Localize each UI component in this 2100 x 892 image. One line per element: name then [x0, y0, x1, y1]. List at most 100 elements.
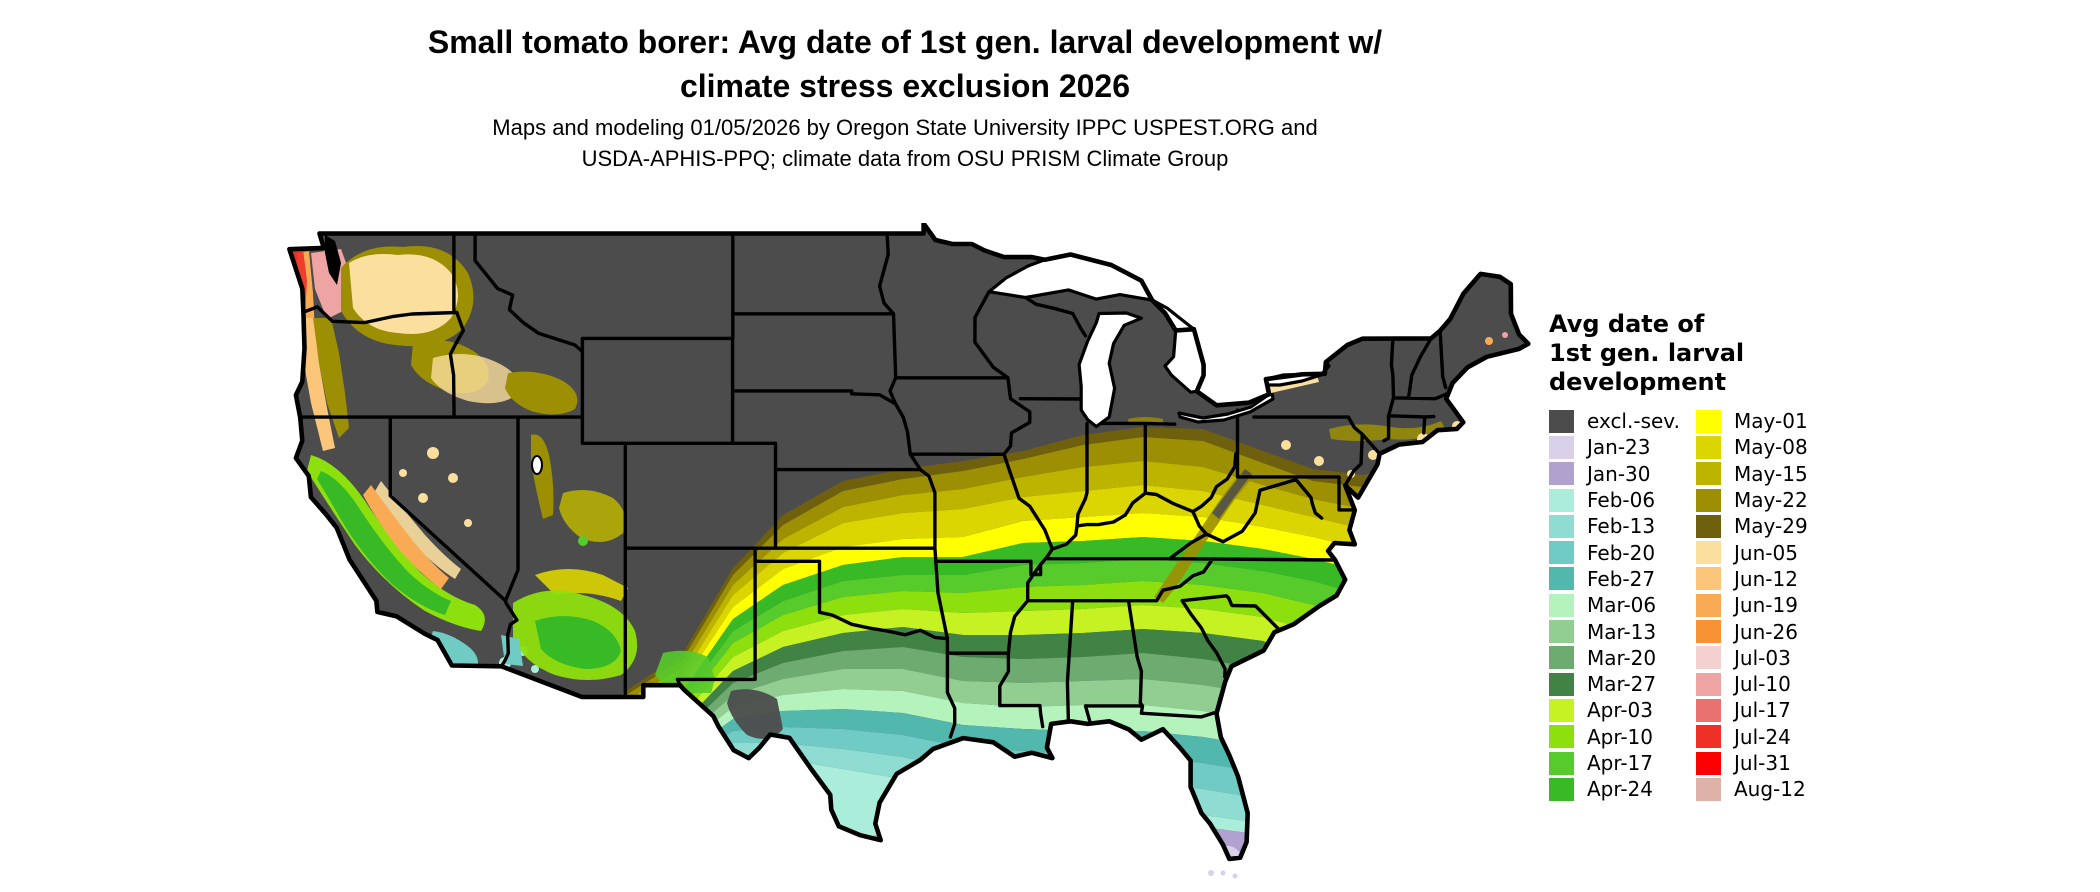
map-fill-layer: [289, 223, 1529, 859]
legend-swatch: [1696, 777, 1721, 801]
legend-label: Jun-05: [1734, 540, 1798, 565]
legend-swatch: [1696, 488, 1721, 512]
legend-label: May-29: [1734, 514, 1808, 539]
legend-swatch: [1549, 698, 1574, 722]
legend-row: May-08: [1696, 434, 1808, 460]
legend-row: excl.-sev.: [1549, 408, 1696, 434]
legend-swatch: [1549, 777, 1574, 801]
legend-label: Mar-27: [1587, 672, 1657, 697]
legend-row: Jun-05: [1696, 539, 1808, 565]
legend-swatch: [1549, 462, 1574, 486]
patch-new-mexico-green: [655, 650, 715, 693]
patch-maine-coast-pink-speck: [1502, 332, 1508, 338]
patch-canyonlands-green-speck: [578, 536, 588, 546]
patch-socal-coast-teal: [429, 631, 478, 669]
legend-row: Jul-31: [1696, 750, 1808, 776]
patch-idaho-olive: [505, 371, 578, 415]
legend-columns: excl.-sev. Jan-23 Jan-30 Feb-06: [1549, 408, 1909, 802]
legend-label: Jun-19: [1734, 593, 1798, 618]
state-borders: [298, 231, 1448, 739]
date-band-jan-30: [623, 823, 1529, 859]
legend-swatch: [1696, 725, 1721, 749]
legend-swatch: [1696, 514, 1721, 538]
lake-erie: [1177, 392, 1275, 424]
legend-row: Jun-12: [1696, 566, 1808, 592]
patch-appalachian-gray-core: [1212, 469, 1252, 519]
legend-swatch: [1696, 567, 1721, 591]
figure-title: Small tomato borer: Avg date of 1st gen.…: [0, 20, 1810, 108]
legend-label: May-01: [1734, 409, 1808, 434]
legend-title-line1: Avg date of: [1549, 310, 1705, 338]
legend-label: Mar-20: [1587, 645, 1657, 670]
legend-label: Jul-31: [1734, 751, 1791, 775]
legend-label: Jul-03: [1734, 645, 1791, 670]
legend-title: Avg date of 1st gen. larval development: [1549, 310, 1909, 397]
patch-maine-coast-orange-speck: [1485, 337, 1493, 345]
legend-row: Jul-24: [1696, 724, 1808, 750]
patch-oregon-cascades-olive: [313, 318, 349, 438]
legend-row: Jun-19: [1696, 592, 1808, 618]
legend-swatch: [1696, 462, 1721, 486]
legend-swatch: [1696, 698, 1721, 722]
legend-row: Aug-12: [1696, 776, 1808, 802]
legend-column-early-dates: excl.-sev. Jan-23 Jan-30 Feb-06: [1549, 408, 1696, 802]
legend-label: Mar-06: [1587, 593, 1657, 618]
legend-label: Apr-17: [1587, 751, 1653, 775]
legend-label: Feb-13: [1587, 514, 1656, 539]
legend-row: Feb-27: [1549, 566, 1696, 592]
legend-swatch: [1549, 488, 1574, 512]
date-band-may-08: [623, 485, 1529, 715]
legend-row: Jul-10: [1696, 671, 1808, 697]
date-band-may-22: [623, 437, 1529, 703]
figure-title-line1: Small tomato borer: Avg date of 1st gen.…: [427, 24, 1383, 60]
legend-swatch: [1549, 751, 1574, 775]
florida-keys: [1208, 870, 1238, 879]
legend-swatch: [1549, 435, 1574, 459]
legend-row: May-22: [1696, 487, 1808, 513]
legend-swatch: [1549, 409, 1574, 433]
legend-row: Mar-27: [1549, 671, 1696, 697]
legend-swatch: [1696, 751, 1721, 775]
legend-label: Jun-12: [1734, 566, 1798, 591]
legend-label: May-22: [1734, 488, 1808, 513]
legend-row: Jul-03: [1696, 645, 1808, 671]
legend-swatch: [1696, 409, 1721, 433]
us-outline: [287, 223, 1531, 862]
us-map-svg: [287, 223, 1531, 879]
legend-row: Feb-13: [1549, 513, 1696, 539]
patch-nevada-peach-specks: [399, 447, 472, 527]
legend-swatch: [1696, 435, 1721, 459]
legend-label: May-15: [1734, 461, 1808, 486]
legend-swatch: [1549, 725, 1574, 749]
legend-row: Feb-06: [1549, 487, 1696, 513]
legend-label: Feb-20: [1587, 540, 1656, 565]
date-band-feb-06: [623, 755, 1529, 859]
patch-sierra-foothill-orange: [363, 485, 449, 589]
legend-swatch: [1696, 593, 1721, 617]
legend-label: Feb-27: [1587, 566, 1656, 591]
legend-row: Mar-20: [1549, 645, 1696, 671]
legend-label: Apr-10: [1587, 724, 1653, 749]
legend-row: Jan-30: [1549, 461, 1696, 487]
legend-swatch: [1549, 514, 1574, 538]
legend-swatch: [1696, 646, 1721, 670]
legend-row: Mar-06: [1549, 592, 1696, 618]
legend-swatch: [1549, 541, 1574, 565]
legend-row: Apr-10: [1549, 724, 1696, 750]
legend-row: May-01: [1696, 408, 1808, 434]
legend-swatch: [1549, 646, 1574, 670]
map-legend: Avg date of 1st gen. larval development …: [1549, 310, 1909, 802]
legend-title-line3: development: [1549, 368, 1727, 396]
legend-row: Jul-17: [1696, 697, 1808, 723]
us-map: [283, 223, 1540, 883]
figure-title-line2: climate stress exclusion 2026: [679, 68, 1131, 104]
figure-subtitle-line2: USDA-APHIS-PPQ; climate data from OSU PR…: [581, 146, 1229, 171]
legend-row: Jan-23: [1549, 434, 1696, 460]
puget-sound: [325, 235, 341, 285]
legend-label: Jul-10: [1734, 672, 1791, 697]
patch-central-valley-green: [317, 471, 451, 615]
legend-swatch: [1696, 541, 1721, 565]
legend-label: Apr-03: [1587, 698, 1653, 723]
legend-label: Jul-17: [1734, 698, 1791, 723]
